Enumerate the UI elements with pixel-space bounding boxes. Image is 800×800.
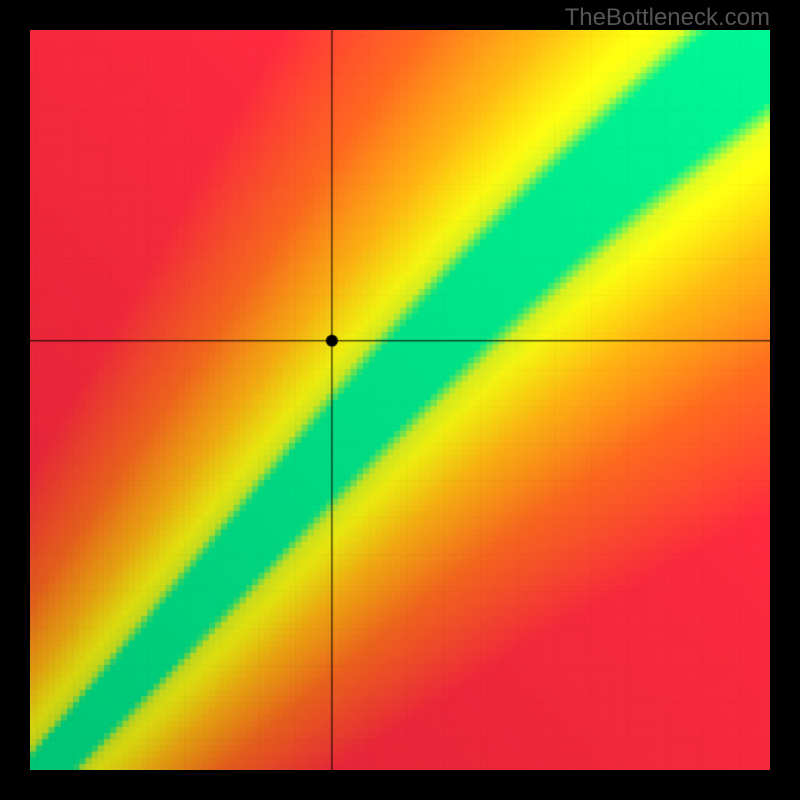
watermark-text: TheBottleneck.com <box>565 4 770 32</box>
bottleneck-heatmap <box>30 30 770 770</box>
